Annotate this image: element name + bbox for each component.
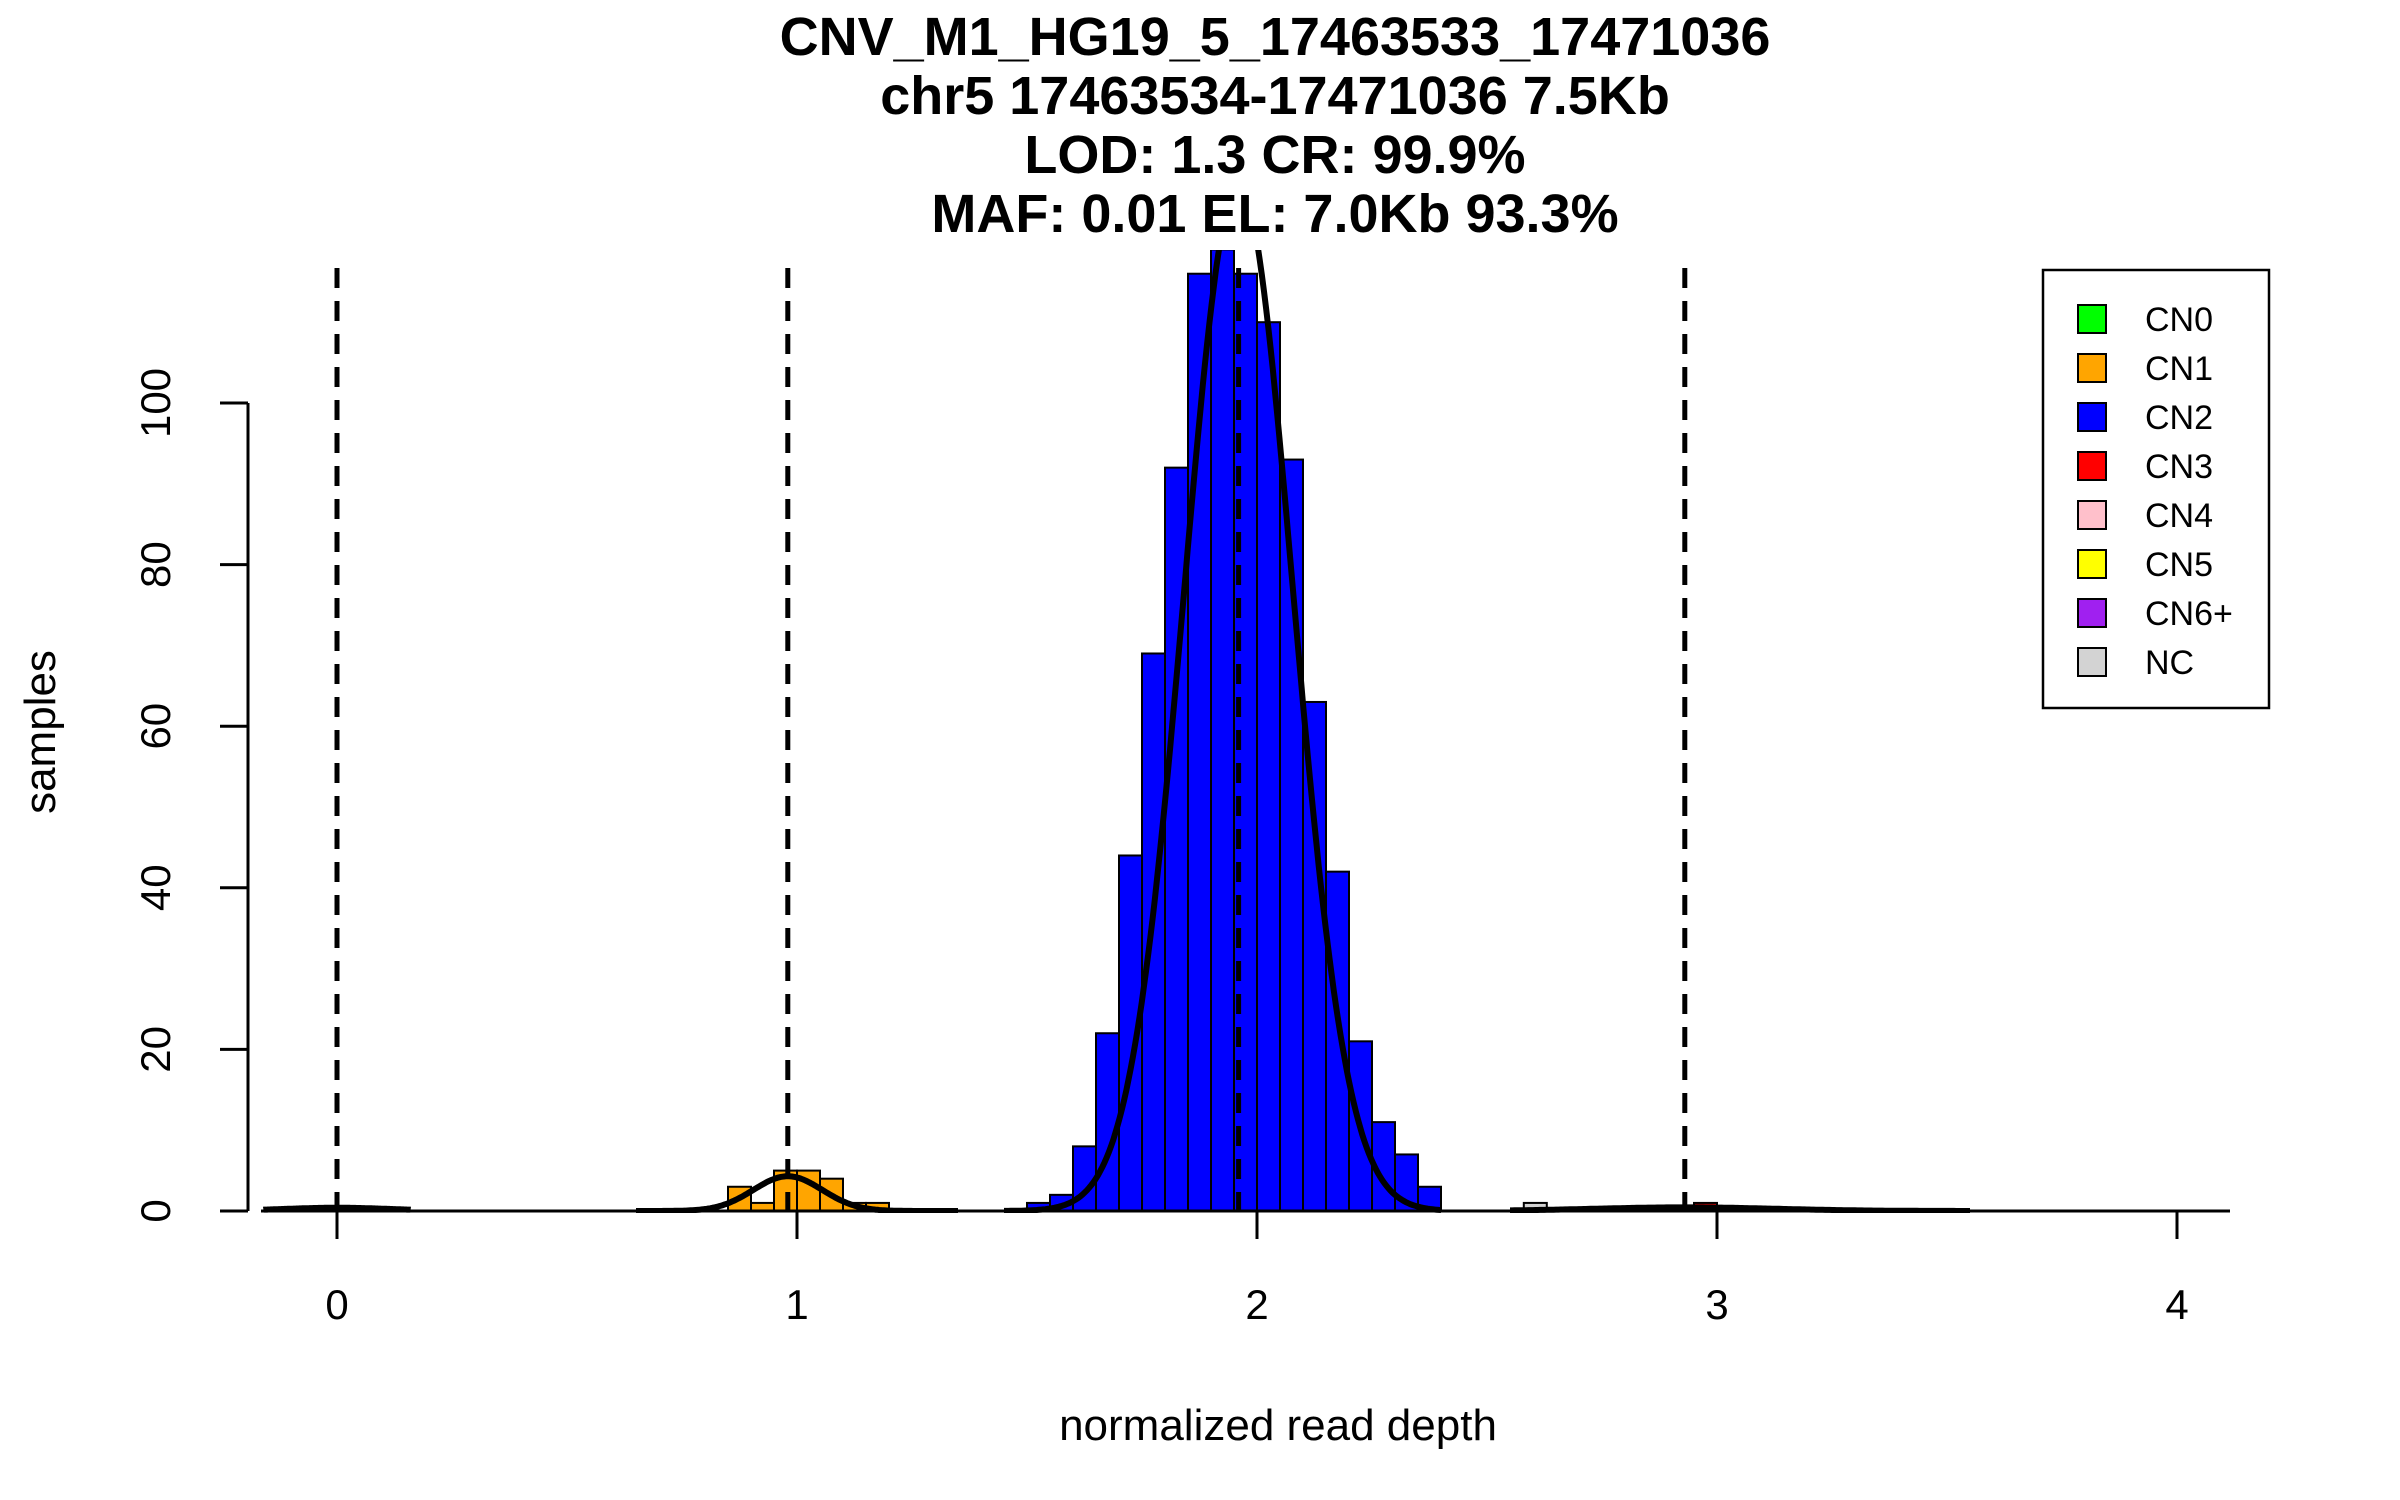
- x-tick-label-4: 4: [2165, 1281, 2188, 1328]
- legend-swatch-cn6plus: [2077, 598, 2107, 628]
- bar-cn2-1.9: [1210, 250, 1235, 1213]
- x-tick-label-2: 2: [1245, 1281, 1268, 1328]
- legend-swatch-cn3: [2077, 451, 2107, 481]
- legend-items: CN0 CN1 CN2 CN3 CN4 CN5 CN6+ NC: [2077, 301, 2233, 682]
- legend-label-cn2: CN2: [2145, 399, 2213, 437]
- legend-swatch-cn1: [2077, 353, 2107, 383]
- legend-label-cn6plus: CN6+: [2145, 595, 2233, 633]
- fit-curve-1: [1004, 250, 1442, 1213]
- fit-curve-2: [262, 1204, 412, 1213]
- chart-title: CNV_M1_HG19_5_17463533_17471036 chr5 174…: [780, 7, 1771, 244]
- x-tick-label-3: 3: [1705, 1281, 1728, 1328]
- y-tick-label-20: 20: [132, 1026, 179, 1073]
- legend-label-cn1: CN1: [2145, 350, 2213, 388]
- y-tick-label-40: 40: [132, 864, 179, 911]
- legend-label-cn4: CN4: [2145, 497, 2213, 535]
- title-line-1: CNV_M1_HG19_5_17463533_17471036: [780, 7, 1771, 67]
- legend-swatch-cn0: [2077, 304, 2107, 334]
- title-line-3: LOD: 1.3 CR: 99.9%: [1024, 125, 1525, 185]
- legend-label-nc: NC: [2145, 644, 2194, 682]
- legend-swatch-cn4: [2077, 500, 2107, 530]
- bar-cn2-2.15: [1325, 870, 1350, 1212]
- bar-cn2-2: [1256, 321, 1281, 1212]
- legend-box: [2041, 268, 2271, 710]
- legend-swatch-nc: [2077, 647, 2107, 677]
- y-tick-label-60: 60: [132, 703, 179, 750]
- legend-label-cn0: CN0: [2145, 301, 2213, 339]
- legend-label-cn5: CN5: [2145, 546, 2213, 584]
- x-axis: 0 1 2 3 4: [325, 1211, 2189, 1328]
- x-tick-label-0: 0: [325, 1281, 348, 1328]
- y-axis: 0 20 40 60 80 100: [132, 368, 248, 1223]
- legend-swatch-cn2: [2077, 402, 2107, 432]
- y-tick-label-80: 80: [132, 541, 179, 588]
- y-axis-label: samples: [16, 650, 65, 814]
- reference-lines: [334, 268, 1688, 1211]
- title-line-4: MAF: 0.01 EL: 7.0Kb 93.3%: [931, 184, 1618, 244]
- y-tick-label-100: 100: [132, 368, 179, 438]
- y-tick-label-0: 0: [132, 1199, 179, 1222]
- x-tick-label-1: 1: [785, 1281, 808, 1328]
- x-axis-label: normalized read depth: [1059, 1401, 1497, 1450]
- legend-label-cn3: CN3: [2145, 448, 2213, 486]
- histogram-bars: [727, 250, 1718, 1213]
- legend: CN0 CN1 CN2 CN3 CN4 CN5 CN6+ NC: [2041, 268, 2271, 710]
- bar-cn2-2.1: [1302, 700, 1327, 1213]
- title-line-2: chr5 17463534-17471036 7.5Kb: [880, 66, 1670, 126]
- legend-swatch-cn5: [2077, 549, 2107, 579]
